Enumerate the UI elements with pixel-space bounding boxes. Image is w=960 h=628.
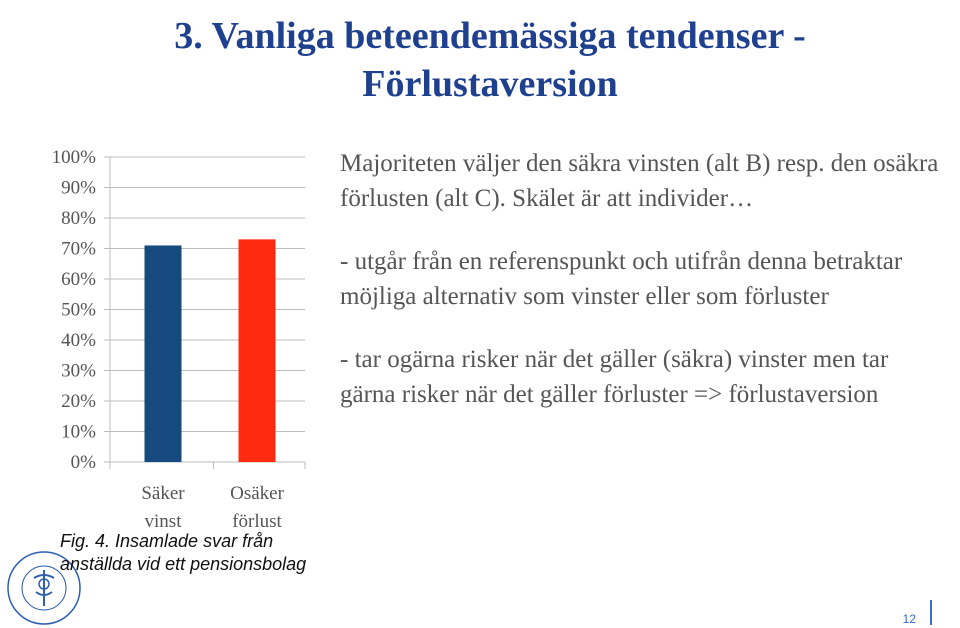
y-tick-label: 0% [71,452,97,473]
y-tick-label: 60% [61,269,96,290]
x-tick-label: förlust [232,511,282,532]
accent-line [930,600,932,625]
bar [144,245,182,462]
body-text: Majoriteten väljer den säkra vinsten (al… [340,146,940,412]
x-tick-label: Osäker [230,483,284,504]
bars [144,239,276,462]
y-axis-ticks: 0% 10% 20% 30% 40% 50% 60% 70% 80% 90% 100% [52,147,97,473]
y-tick-label: 90% [61,178,96,199]
title-line-2: Förlustaversion [362,63,618,105]
y-tick-label: 70% [61,239,96,260]
y-tick-label: 80% [61,208,96,229]
x-tick-label: Säker [141,483,185,504]
y-tick-label: 10% [61,422,96,443]
bar [238,239,276,462]
page-number: 12 [902,612,916,626]
figure-caption: Fig. 4. Insamlade svar från anställda vi… [60,531,307,574]
y-tick-label: 30% [61,361,96,382]
title-line-1: 3. Vanliga beteendemässiga tendenser - [174,15,806,57]
slide-title: 3. Vanliga beteendemässiga tendenser - F… [40,12,940,108]
paragraph-intro: Majoriteten väljer den säkra vinsten (al… [340,150,939,212]
x-tick-label: vinst [145,511,183,532]
y-tick-label: 50% [61,300,96,321]
y-tick-label: 40% [61,330,96,351]
paragraph-point-2: - tar ogärna risker när det gäller (säkr… [340,346,889,408]
gridlines [104,156,306,469]
y-tick-label: 20% [61,391,96,412]
bar-chart: 0% 10% 20% 30% 40% 50% 60% 70% 80% 90% 100% Säker v… [52,147,306,532]
school-logo [7,551,81,625]
x-axis-labels: Säker vinst Osäker förlust [141,483,284,532]
y-tick-label: 100% [52,147,97,168]
paragraph-point-1: - utgår från en referenspunkt och utifrå… [340,248,903,310]
